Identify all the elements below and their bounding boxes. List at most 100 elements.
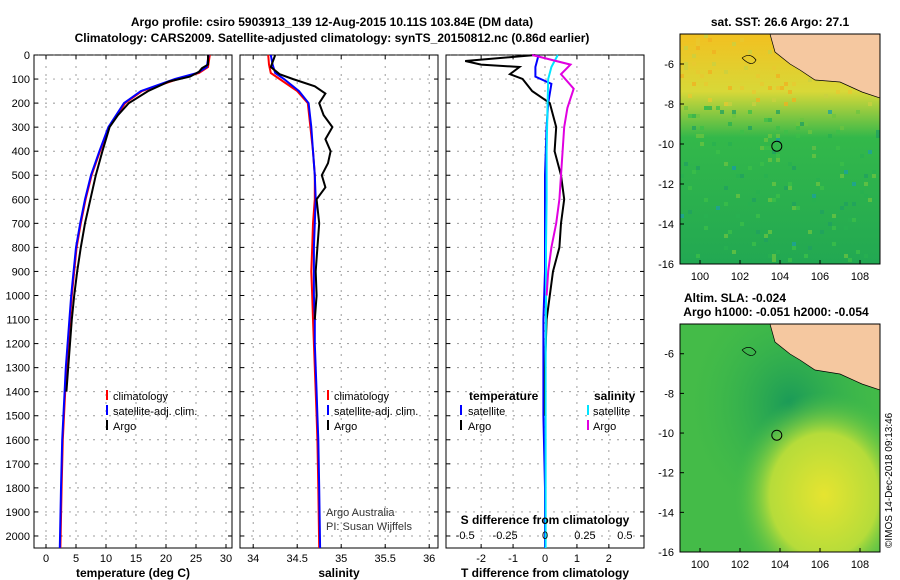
- grid-dot: [85, 415, 87, 417]
- grid-dot: [252, 354, 254, 356]
- grid-dot: [339, 391, 341, 393]
- grid-dot: [576, 162, 578, 164]
- grid-dot: [576, 506, 578, 508]
- grid-dot: [340, 98, 342, 100]
- grid-dot: [45, 442, 47, 444]
- grid-dot: [105, 258, 107, 260]
- grid-dot: [512, 322, 514, 324]
- grid-dot: [561, 487, 563, 489]
- grid-dot: [291, 270, 293, 273]
- x-tick-label: -1: [508, 553, 518, 565]
- grid-dot: [157, 391, 159, 393]
- grid-dot: [427, 222, 429, 224]
- sst-pixel: [816, 182, 820, 186]
- grid-dot: [135, 394, 137, 396]
- grid-dot: [45, 367, 47, 369]
- sst-pixel: [804, 122, 808, 126]
- grid-dot: [296, 474, 298, 476]
- grid-dot: [601, 174, 603, 176]
- y-tick-label: 1300: [6, 363, 30, 375]
- grid-dot: [213, 126, 215, 128]
- grid-dot: [267, 342, 269, 345]
- sst-pixel: [752, 242, 756, 246]
- grid-dot: [189, 391, 191, 393]
- grid-dot: [480, 522, 482, 524]
- grid-dot: [371, 463, 373, 465]
- grid-dot: [195, 370, 197, 372]
- grid-dot: [157, 367, 159, 369]
- grid-dot: [296, 322, 298, 324]
- grid-dot: [384, 66, 386, 68]
- grid-dot: [307, 54, 309, 56]
- grid-dot: [403, 318, 405, 321]
- grid-dot: [125, 439, 127, 441]
- grid-dot: [608, 66, 610, 68]
- sst-pixel: [820, 230, 824, 234]
- grid-dot: [608, 98, 610, 100]
- grid-dot: [480, 370, 482, 372]
- grid-dot: [633, 415, 635, 417]
- salinity-panel: 34 34.5 35 35.5 36salinityclimatologysatelli…: [239, 54, 439, 580]
- grid-dot: [569, 535, 571, 537]
- grid-dot: [69, 78, 71, 80]
- grid-dot: [545, 78, 547, 80]
- grid-dot: [553, 415, 555, 417]
- sst-pixel: [740, 130, 744, 134]
- grid-dot: [457, 54, 459, 56]
- grid-dot: [457, 367, 459, 369]
- sst-pixel: [832, 214, 836, 218]
- grid-dot: [291, 102, 293, 104]
- y-tick-label: 1200: [6, 339, 30, 351]
- grid-dot: [195, 322, 197, 324]
- sst-pixel: [700, 126, 704, 130]
- grid-dot: [69, 511, 71, 513]
- grid-dot: [340, 282, 342, 284]
- grid-dot: [625, 222, 627, 224]
- grid-dot: [307, 270, 309, 273]
- grid-dot: [601, 463, 603, 465]
- grid-dot: [213, 54, 215, 56]
- grid-dot: [135, 66, 137, 68]
- grid-dot: [299, 342, 301, 345]
- grid-dot: [221, 318, 223, 321]
- grid-dot: [267, 463, 269, 465]
- grid-dot: [577, 367, 579, 369]
- grid-dot: [149, 415, 151, 417]
- sst-pixel: [716, 206, 720, 210]
- grid-dot: [53, 463, 55, 465]
- grid-dot: [135, 290, 137, 292]
- grid-dot: [69, 174, 71, 176]
- grid-dot: [428, 458, 430, 460]
- imos-credit: ©IMOS 14-Dec-2018 09:13:46: [884, 412, 895, 548]
- grid-dot: [75, 322, 77, 324]
- grid-dot: [489, 391, 491, 393]
- grid-dot: [384, 386, 386, 388]
- grid-dot: [513, 198, 515, 200]
- grid-dot: [608, 482, 610, 484]
- grid-dot: [135, 186, 137, 188]
- grid-dot: [489, 511, 491, 513]
- grid-dot: [105, 434, 107, 436]
- grid-dot: [593, 294, 595, 297]
- sst-map-axes: 100 102 104 106 108-6-8-10-12-14-16: [658, 59, 869, 283]
- grid-dot: [347, 367, 349, 369]
- grid-dot: [53, 198, 55, 200]
- grid-dot: [457, 198, 459, 200]
- grid-dot: [428, 354, 430, 356]
- grid-dot: [173, 102, 175, 104]
- x-tick-label: 30: [220, 553, 232, 565]
- sst-pixel: [764, 174, 768, 178]
- grid-dot: [296, 194, 298, 196]
- grid-dot: [189, 102, 191, 104]
- grid-dot: [585, 174, 587, 176]
- grid-dot: [411, 391, 413, 393]
- y-tick-label: -14: [658, 219, 674, 231]
- grid-dot: [93, 439, 95, 441]
- grid-dot: [197, 126, 199, 128]
- grid-dot: [259, 487, 261, 489]
- grid-dot: [340, 522, 342, 524]
- grid-dot: [480, 482, 482, 484]
- grid-dot: [497, 342, 499, 345]
- grid-dot: [135, 354, 137, 356]
- grid-dot: [608, 282, 610, 284]
